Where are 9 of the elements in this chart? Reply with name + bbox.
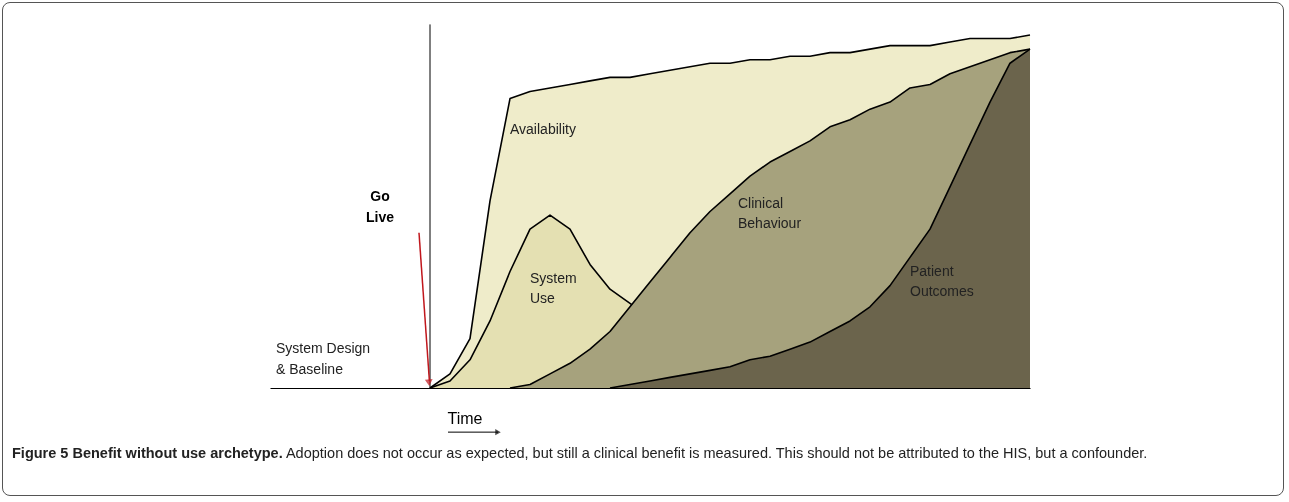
annotation: Go Live [365, 188, 395, 226]
text: Figure 5 Benefit without use archetype. [12, 445, 283, 461]
series-label: Clinical Behaviour [738, 195, 802, 232]
series-label: Availability [510, 121, 576, 138]
x-axis-title: Time [447, 409, 483, 427]
annotation: System Design & Baseline [276, 340, 371, 378]
text: Adoption does not occur as expected, but still a clinical benefit is measured. This should not be attributed to the HIS, but a confounder. [285, 445, 1148, 461]
series-label: Patient Outcomes [910, 262, 974, 299]
series-label: System Use [530, 269, 577, 306]
